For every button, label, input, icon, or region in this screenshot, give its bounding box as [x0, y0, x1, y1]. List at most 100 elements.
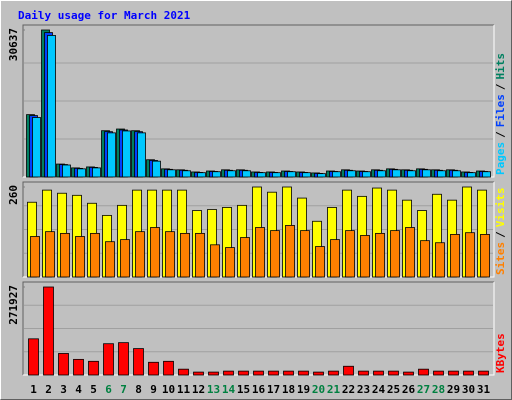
x-tick-label: 6 — [105, 383, 112, 396]
plot-bevel-dark — [22, 181, 494, 277]
bar — [300, 230, 310, 278]
bar — [478, 370, 489, 376]
bar — [28, 338, 39, 376]
bar — [418, 368, 429, 376]
x-tick-label: 31 — [477, 383, 491, 396]
bar — [223, 370, 234, 376]
bar — [420, 240, 430, 278]
bar — [272, 172, 281, 178]
bar — [405, 227, 415, 278]
bar — [165, 231, 175, 278]
bar — [362, 171, 371, 178]
bar — [377, 170, 386, 178]
bar — [105, 241, 115, 278]
x-tick-label: 15 — [237, 383, 250, 396]
x-tick-label: 25 — [387, 383, 400, 396]
bar — [92, 167, 101, 178]
legend-entry: Files — [494, 94, 507, 127]
bar — [270, 230, 280, 278]
bar — [283, 370, 294, 376]
bar — [465, 232, 475, 278]
bar — [255, 227, 265, 278]
legend-entry: Hits — [494, 53, 507, 80]
bar — [150, 227, 160, 278]
bar — [448, 370, 459, 376]
bar — [212, 171, 221, 178]
y-tick-label: 271927 — [7, 285, 20, 325]
x-tick-label: 24 — [372, 383, 386, 396]
bar — [45, 231, 55, 278]
bar — [240, 237, 250, 278]
bar — [182, 170, 191, 178]
x-tick-label: 9 — [150, 383, 157, 396]
bar — [347, 170, 356, 178]
bar — [135, 231, 145, 278]
bar — [103, 343, 114, 376]
chart-title: Daily usage for March 2021 — [18, 9, 191, 22]
bar — [73, 358, 84, 376]
bar — [390, 230, 400, 278]
x-tick-label: 20 — [312, 383, 325, 396]
bar — [287, 171, 296, 178]
bar — [315, 246, 325, 278]
bar — [392, 169, 401, 178]
y-tick-label: 30637 — [7, 28, 20, 61]
bar — [358, 370, 369, 376]
x-tick-label: 1 — [30, 383, 37, 396]
x-tick-label: 17 — [267, 383, 280, 396]
bar — [407, 170, 416, 178]
bar — [435, 242, 445, 278]
x-tick-label: 11 — [177, 383, 191, 396]
bar — [47, 35, 56, 178]
legend-entry: Pages — [494, 142, 507, 175]
bar — [32, 117, 41, 178]
bar — [313, 371, 324, 376]
legend-separator: / — [494, 131, 507, 138]
x-tick-label: 29 — [447, 383, 460, 396]
bar — [133, 348, 144, 376]
x-tick-label: 26 — [402, 383, 416, 396]
bar — [90, 232, 100, 278]
bar — [375, 232, 385, 278]
bar — [43, 286, 54, 376]
bar — [225, 247, 235, 278]
bar — [107, 132, 116, 178]
bar — [373, 370, 384, 376]
x-tick-label: 16 — [252, 383, 266, 396]
x-tick-label: 5 — [90, 383, 97, 396]
bar — [148, 361, 159, 376]
x-tick-label: 14 — [222, 383, 236, 396]
bar — [208, 371, 219, 376]
bar — [345, 230, 355, 278]
bar — [122, 130, 131, 178]
bar — [227, 170, 236, 178]
bar — [437, 170, 446, 178]
bar — [77, 168, 86, 178]
legend-separator: / — [494, 83, 507, 90]
legend-entry: KBytes — [494, 333, 507, 373]
bar — [452, 170, 461, 178]
x-tick-label: 19 — [297, 383, 310, 396]
bar — [238, 370, 249, 376]
bar — [75, 236, 85, 278]
x-tick-label: 4 — [75, 383, 82, 396]
bar — [60, 232, 70, 278]
bar — [210, 244, 220, 278]
x-tick-label: 23 — [357, 383, 370, 396]
bar — [195, 232, 205, 278]
legend-separator: / — [494, 231, 507, 238]
bar — [242, 170, 251, 178]
x-tick-label: 10 — [162, 383, 175, 396]
bar — [58, 353, 69, 376]
bar — [450, 234, 460, 278]
bar — [193, 371, 204, 376]
legend-entry: Sites — [494, 242, 507, 275]
bar — [120, 239, 130, 278]
bar — [62, 164, 71, 178]
legend-entry: Visits — [494, 188, 507, 228]
x-tick-label: 2 — [45, 383, 52, 396]
bar — [467, 172, 476, 178]
bar — [298, 370, 309, 376]
